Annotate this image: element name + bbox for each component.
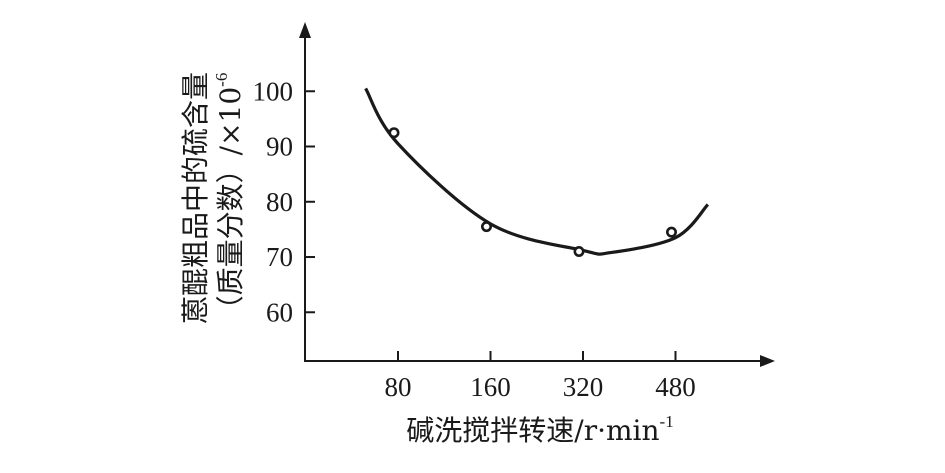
y-axis-title-line1: 蒽醌粗品中的硫含量 bbox=[179, 72, 212, 324]
y-tick-label: 60 bbox=[266, 297, 293, 327]
y-tick-label: 80 bbox=[266, 187, 293, 217]
data-point bbox=[665, 226, 677, 238]
y-axis-arrow bbox=[299, 22, 311, 38]
y-tick-label: 90 bbox=[266, 132, 293, 162]
data-point bbox=[388, 127, 400, 139]
y-axis-title: 蒽醌粗品中的硫含量 （质量分数）/×10-6 bbox=[179, 72, 247, 324]
y-tick-label: 70 bbox=[266, 242, 293, 272]
y-tick-label: 100 bbox=[253, 76, 294, 106]
fit-curve bbox=[364, 87, 710, 256]
x-axis-arrow bbox=[760, 355, 775, 367]
x-axis-title: 碱洗搅拌转速/r·min-1 bbox=[406, 412, 673, 447]
y-axis-title-line2: （质量分数）/×10-6 bbox=[212, 73, 247, 324]
x-tick-label: 160 bbox=[470, 372, 511, 402]
data-point bbox=[573, 245, 585, 257]
x-ticks: 80 160 320 480 bbox=[385, 351, 696, 402]
y-ticks: 60 70 80 90 100 bbox=[253, 76, 315, 327]
data-points bbox=[388, 127, 677, 257]
data-point bbox=[480, 221, 492, 233]
x-tick-label: 480 bbox=[655, 372, 696, 402]
x-tick-label: 80 bbox=[385, 372, 412, 402]
x-tick-label: 320 bbox=[563, 372, 604, 402]
